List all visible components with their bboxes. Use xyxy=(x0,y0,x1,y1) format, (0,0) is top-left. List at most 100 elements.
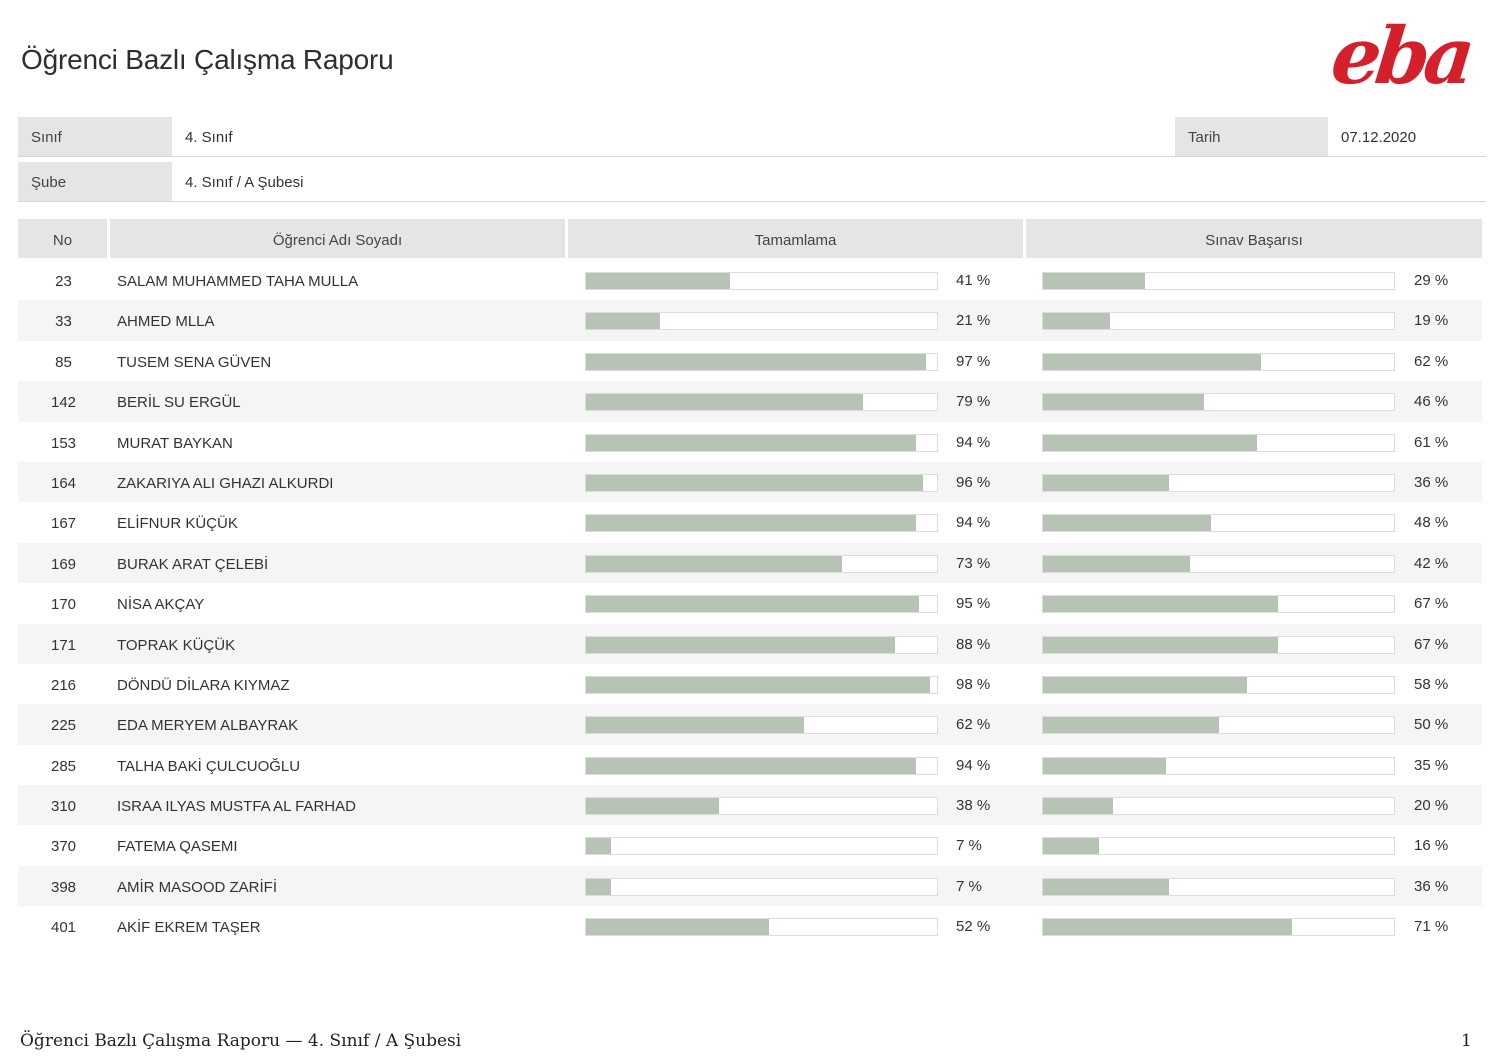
exam-bar xyxy=(1042,473,1395,492)
page-number: 1 xyxy=(1461,1031,1472,1051)
completion-bar xyxy=(585,352,938,371)
table-row: 216 DÖNDÜ DİLARA KIYMAZ 98 % 58 % xyxy=(18,664,1482,704)
student-no: 401 xyxy=(50,919,77,937)
exam-bar xyxy=(1042,393,1395,412)
completion-percent: 41 % xyxy=(956,272,991,289)
exam-bar-fill xyxy=(1043,596,1279,613)
completion-bar xyxy=(585,312,938,331)
exam-bar xyxy=(1042,716,1395,735)
student-no: 167 xyxy=(50,515,77,533)
exam-bar xyxy=(1042,514,1395,533)
exam-bar-fill xyxy=(1043,838,1100,855)
completion-bar-fill xyxy=(586,596,920,613)
exam-percent: 62 % xyxy=(1414,352,1449,370)
page-title: Öğrenci Bazlı Çalışma Raporu xyxy=(21,44,394,75)
completion-bar-fill xyxy=(586,434,916,451)
exam-bar-fill xyxy=(1043,474,1170,491)
student-no: 85 xyxy=(55,353,72,371)
student-name: TUSEM SENA GÜVEN xyxy=(117,353,272,371)
exam-bar-fill xyxy=(1043,919,1293,936)
date-label: Tarih xyxy=(1175,117,1328,156)
completion-bar-fill xyxy=(586,838,611,855)
completion-bar-fill xyxy=(586,878,611,895)
exam-percent: 61 % xyxy=(1414,433,1449,451)
completion-bar-fill xyxy=(586,515,916,532)
exam-percent: 16 % xyxy=(1414,837,1449,855)
header-name: Öğrenci Adı Soyadı xyxy=(110,219,565,258)
exam-bar-fill xyxy=(1043,757,1166,774)
table-row: 225 EDA MERYEM ALBAYRAK 62 % 50 % xyxy=(18,704,1482,745)
completion-bar xyxy=(585,675,938,694)
info-row-branch: Şube 4. Sınıf / A Şubesi xyxy=(18,162,1486,202)
completion-percent: 62 % xyxy=(956,716,991,734)
student-name: TALHA BAKİ ÇULCUOĞLU xyxy=(117,757,301,775)
exam-bar xyxy=(1042,877,1395,896)
completion-percent: 95 % xyxy=(956,595,991,613)
completion-bar xyxy=(585,393,938,412)
completion-percent: 94 % xyxy=(956,514,991,532)
exam-percent: 20 % xyxy=(1414,797,1449,815)
student-name: EDA MERYEM ALBAYRAK xyxy=(117,717,299,735)
student-no: 216 xyxy=(50,676,77,694)
exam-bar-fill xyxy=(1043,313,1110,330)
exam-bar-fill xyxy=(1043,353,1261,370)
student-no: 171 xyxy=(50,636,77,654)
table-row: 169 BURAK ARAT ÇELEBİ 73 % 42 % xyxy=(18,542,1482,584)
completion-bar-fill xyxy=(586,353,927,370)
table-row: 401 AKİF EKREM TAŞER 52 % 71 % xyxy=(18,906,1482,946)
exam-bar xyxy=(1042,918,1395,937)
exam-percent: 58 % xyxy=(1414,675,1449,693)
completion-bar-fill xyxy=(586,313,660,330)
exam-bar xyxy=(1042,554,1395,573)
completion-bar xyxy=(585,635,938,654)
exam-bar xyxy=(1042,312,1395,331)
exam-bar xyxy=(1042,352,1395,371)
completion-bar xyxy=(585,473,938,492)
completion-bar-fill xyxy=(586,717,804,734)
completion-percent: 38 % xyxy=(956,797,991,815)
completion-percent: 96 % xyxy=(956,473,991,491)
student-name: NİSA AKÇAY xyxy=(117,596,205,614)
exam-bar xyxy=(1042,675,1395,694)
completion-bar-fill xyxy=(586,798,720,815)
student-no: 142 xyxy=(50,394,77,412)
student-no: 153 xyxy=(50,434,77,452)
student-no: 370 xyxy=(50,838,77,856)
exam-bar xyxy=(1042,635,1395,654)
exam-bar xyxy=(1042,433,1395,452)
student-no: 164 xyxy=(50,474,77,492)
student-no: 170 xyxy=(50,596,77,614)
footer-title: Öğrenci Bazlı Çalışma Raporu — 4. Sınıf … xyxy=(20,1031,462,1051)
student-name: BURAK ARAT ÇELEBİ xyxy=(117,555,269,573)
student-no: 33 xyxy=(55,313,72,331)
student-table-body: 23 SALAM MUHAMMED TAHA MULLA 41 % 29 % 33 AHM… xyxy=(18,260,1482,947)
completion-bar-fill xyxy=(586,555,843,572)
completion-bar xyxy=(585,877,938,896)
completion-bar xyxy=(585,554,938,573)
completion-percent: 52 % xyxy=(956,918,991,936)
exam-percent: 50 % xyxy=(1414,716,1449,734)
completion-bar xyxy=(585,272,938,290)
exam-percent: 36 % xyxy=(1414,473,1449,491)
exam-percent: 36 % xyxy=(1414,877,1449,895)
class-value: 4. Sınıf xyxy=(185,129,233,146)
exam-percent: 42 % xyxy=(1414,554,1449,572)
exam-bar-fill xyxy=(1043,394,1205,411)
completion-bar xyxy=(585,918,938,937)
student-no: 225 xyxy=(50,717,77,735)
student-no: 169 xyxy=(50,555,77,573)
table-row: 164 ZAKARIYA ALI GHAZI ALKURDI 96 % 36 % xyxy=(18,461,1482,503)
completion-bar-fill xyxy=(586,676,930,693)
info-row-class: Sınıf 4. Sınıf Tarih 07.12.2020 xyxy=(18,117,1486,157)
exam-bar xyxy=(1042,797,1395,816)
student-no: 398 xyxy=(50,878,77,896)
table-row: 398 AMİR MASOOD ZARİFİ 7 % 36 % xyxy=(18,865,1482,907)
student-name: BERİL SU ERGÜL xyxy=(117,394,241,412)
exam-bar-fill xyxy=(1043,878,1170,895)
table-row: 370 FATEMA QASEMI 7 % 16 % xyxy=(18,825,1482,865)
completion-bar-fill xyxy=(586,273,730,289)
exam-bar xyxy=(1042,756,1395,775)
exam-bar xyxy=(1042,595,1395,614)
table-row: 310 ISRAA ILYAS MUSTFA AL FARHAD 38 % 20 % xyxy=(18,785,1482,826)
student-name: FATEMA QASEMI xyxy=(117,838,238,856)
